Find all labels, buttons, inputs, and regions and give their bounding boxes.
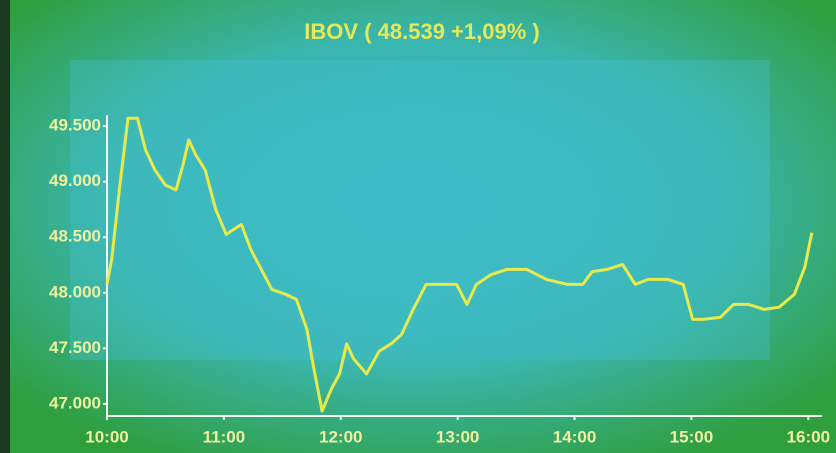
screen-glow [70,60,770,360]
x-tick-label: 10:00 [85,427,128,446]
x-tick-label: 12:00 [319,427,362,446]
y-tick-label: 49.000 [49,171,101,190]
x-tick-label: 16:00 [787,427,830,446]
x-tick-label: 14:00 [553,427,596,446]
x-tick-label: 13:00 [436,427,479,446]
x-tick-label: 11:00 [203,427,246,446]
price-line [105,116,814,413]
y-tick-label: 48.500 [49,227,101,246]
y-tick-label: 47.500 [49,338,101,357]
chart-title: IBOV ( 48.539 +1,09% ) [304,19,539,44]
y-tick-label: 48.000 [49,282,101,301]
y-tick-label: 49.500 [49,116,101,135]
screen-bezel [0,0,10,453]
y-tick-label: 47.000 [49,393,101,412]
x-tick-label: 15:00 [670,427,713,446]
